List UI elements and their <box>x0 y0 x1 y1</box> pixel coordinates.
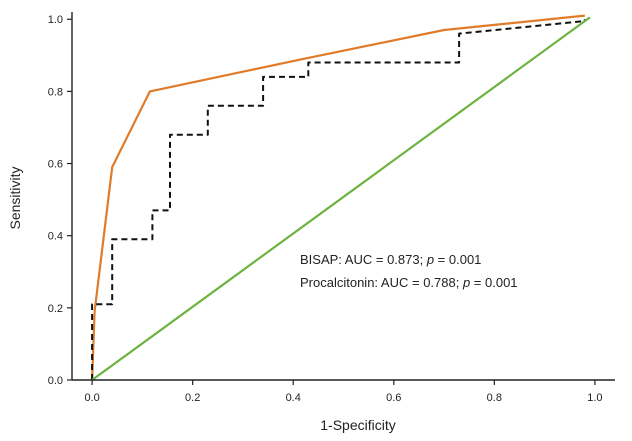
x-tick-label: 0.2 <box>185 392 200 404</box>
x-tick-label: 0.8 <box>487 392 502 404</box>
bisap-auc-text: BISAP: AUC = 0.873; <box>300 252 427 267</box>
procalcitonin-auc-text: Procalcitonin: AUC = 0.788; <box>300 275 463 290</box>
orange-roc-curve <box>91 14 585 381</box>
x-tick-label: 0.4 <box>286 392 301 404</box>
y-tick-label: 0.4 <box>48 231 63 243</box>
procalcitonin-auc-annotation: Procalcitonin: AUC = 0.788; p = 0.001 <box>300 275 518 290</box>
x-tick-label: 0.0 <box>84 392 99 404</box>
ticks-layer: 0.0 0.2 0.4 0.6 0.8 1.0 0.0 0.2 0.4 0.6 0.8 1.0 <box>48 14 603 404</box>
y-tick-label: 0.8 <box>48 86 63 98</box>
y-tick-label: 0.2 <box>48 303 63 315</box>
y-tick-label: 0.0 <box>48 375 63 387</box>
procalcitonin-p-value: = 0.001 <box>470 275 517 290</box>
x-axis-title: 1-Specificity <box>320 417 395 433</box>
procalcitonin-p-symbol: p <box>462 275 470 290</box>
axes-layer <box>71 12 615 381</box>
series-layer <box>91 14 591 381</box>
x-tick-label: 0.6 <box>386 392 401 404</box>
bisap-auc-annotation: BISAP: AUC = 0.873; p = 0.001 <box>300 252 481 267</box>
y-tick-label: 0.6 <box>48 159 63 171</box>
reference-diagonal-line <box>91 16 591 381</box>
bisap-p-symbol: p <box>426 252 434 267</box>
y-axis-title: Sensitivity <box>7 166 23 229</box>
y-tick-label: 1.0 <box>48 14 63 26</box>
x-tick-label: 1.0 <box>587 392 602 404</box>
dashed-roc-curve <box>91 19 586 380</box>
bisap-p-value: = 0.001 <box>434 252 481 267</box>
